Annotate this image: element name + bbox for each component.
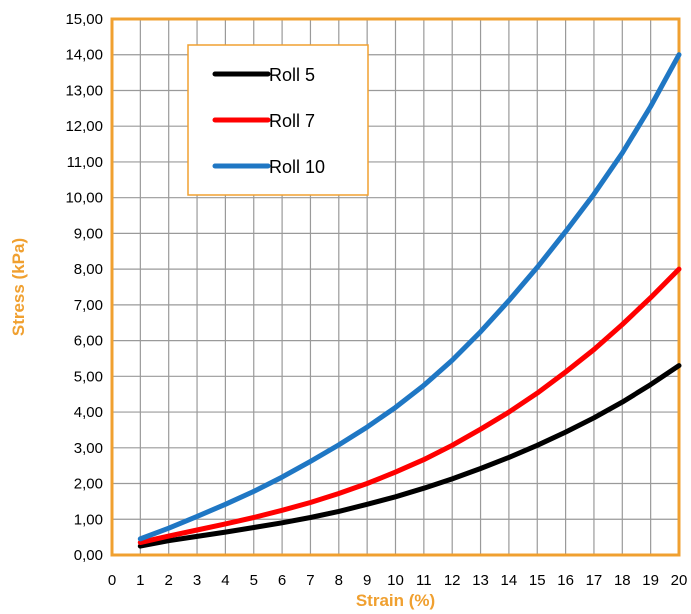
x-axis-label: Strain (%) — [356, 591, 435, 610]
y-tick-label: 6,00 — [74, 333, 103, 350]
y-tick-label: 14,00 — [65, 47, 103, 64]
x-tick-label: 5 — [250, 572, 258, 589]
y-tick-label: 3,00 — [74, 440, 103, 457]
x-tick-label: 1 — [136, 572, 144, 589]
x-tick-label: 8 — [335, 572, 343, 589]
y-tick-label: 4,00 — [74, 404, 103, 421]
x-tick-label: 14 — [501, 572, 518, 589]
series-line-roll-5 — [137, 363, 682, 549]
plot-frame — [110, 17, 681, 557]
y-tick-label: 1,00 — [74, 511, 103, 528]
x-tick-label: 2 — [165, 572, 173, 589]
y-tick-label: 10,00 — [65, 190, 103, 207]
series-line-roll-7 — [137, 266, 682, 545]
legend: Roll 5 Roll 7 Roll 10 — [187, 44, 369, 196]
x-tick-label: 20 — [671, 572, 688, 589]
y-axis-label: Stress (kPa) — [9, 238, 28, 336]
x-tick-label: 18 — [614, 572, 631, 589]
x-tick-label: 7 — [306, 572, 314, 589]
y-tick-label: 9,00 — [74, 225, 103, 242]
y-tick-label: 13,00 — [65, 82, 103, 99]
x-tick-label: 13 — [472, 572, 489, 589]
legend-label-roll-5: Roll 5 — [269, 65, 315, 85]
x-tick-label: 16 — [557, 572, 574, 589]
x-tick-label: 12 — [444, 572, 461, 589]
y-tick-label: 8,00 — [74, 261, 103, 278]
x-tick-labels: 0 1 2 3 4 5 6 7 8 9 10 11 12 13 14 15 16 17 18 19 20 — [108, 572, 688, 589]
y-tick-label: 11,00 — [67, 154, 103, 171]
y-tick-label: 0,00 — [74, 547, 103, 564]
legend-label-roll-7: Roll 7 — [269, 111, 315, 131]
y-tick-label: 7,00 — [74, 297, 103, 314]
x-tick-label: 10 — [387, 572, 404, 589]
x-tick-label: 17 — [586, 572, 603, 589]
x-tick-label: 6 — [278, 572, 286, 589]
legend-label-roll-10: Roll 10 — [269, 157, 325, 177]
x-tick-label: 11 — [416, 572, 432, 589]
y-tick-label: 2,00 — [74, 476, 103, 493]
x-tick-label: 19 — [642, 572, 659, 589]
x-tick-label: 0 — [108, 572, 116, 589]
x-tick-label: 9 — [363, 572, 371, 589]
x-tick-label: 15 — [529, 572, 546, 589]
series-lines — [137, 52, 682, 549]
y-tick-label: 5,00 — [74, 368, 103, 385]
x-tick-label: 4 — [221, 572, 229, 589]
y-tick-label: 12,00 — [65, 118, 103, 135]
series-line-roll-10 — [137, 52, 682, 542]
y-tick-label: 15,00 — [65, 11, 103, 28]
y-tick-labels: 0,00 1,00 2,00 3,00 4,00 5,00 6,00 7,00 8,00 9,00… — [65, 11, 103, 564]
x-tick-label: 3 — [193, 572, 201, 589]
